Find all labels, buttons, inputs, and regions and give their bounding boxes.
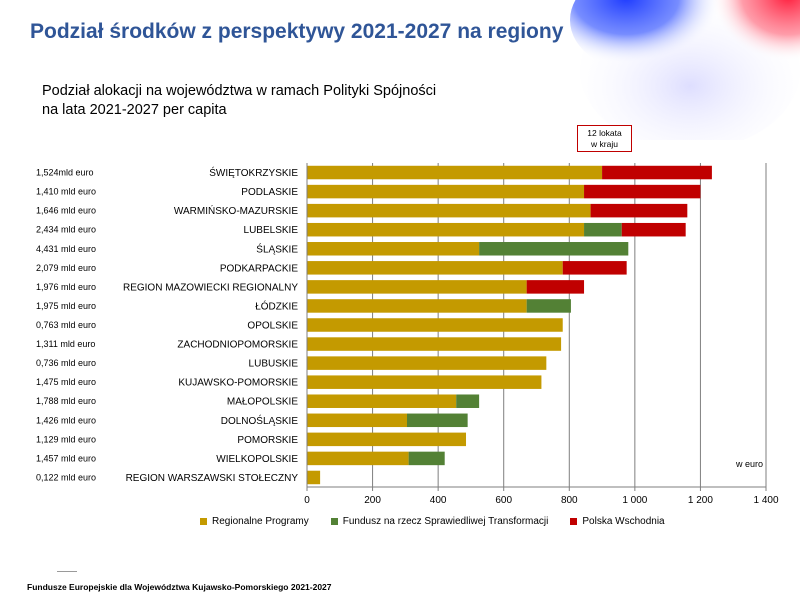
x-tick-label: 200 [364, 495, 381, 506]
bar-segment [307, 375, 542, 389]
footer-text: Fundusze Europejskie dla Województwa Kuj… [27, 582, 332, 592]
category-label: ZACHODNIOPOMORSKIE [177, 340, 298, 351]
bar-segment [307, 470, 321, 485]
category-label: ŚWIĘTOKRZYSKIE [209, 166, 298, 179]
x-axis-unit-label: w euro [736, 459, 764, 469]
total-label: 1,457 mld euro [36, 453, 96, 463]
rank-callout: 12 lokata w kraju [577, 125, 632, 152]
category-label: WIELKOPOLSKIE [216, 454, 298, 465]
bar-segment [584, 184, 701, 199]
total-label: 1,976 mld euro [36, 282, 96, 292]
bar-segment [307, 299, 527, 313]
total-label: 1,524mld euro [36, 168, 94, 178]
subtitle-line-1: Podział alokacji na województwa w ramach… [42, 83, 437, 99]
total-label: 0,122 mld euro [36, 472, 96, 482]
x-tick-label: 0 [304, 495, 310, 506]
bar-segment [307, 242, 480, 256]
legend-item-regionalne: Regionalne Programy [200, 516, 309, 527]
bar-segment [307, 451, 409, 466]
category-label: LUBELSKIE [244, 225, 299, 236]
bar-segment [406, 413, 468, 428]
bar-segment [526, 280, 585, 294]
bar-segment [526, 299, 571, 313]
x-tick-label: 600 [495, 495, 512, 506]
bar-segment [307, 222, 585, 237]
category-label: POMORSKIE [237, 435, 298, 446]
bar-segment [307, 356, 547, 370]
total-label: 2,434 mld euro [36, 225, 96, 235]
category-label: ŚLĄSKIE [256, 242, 298, 255]
legend-swatch-fundusz [330, 518, 338, 525]
bar-segment [307, 394, 457, 408]
bar-segment [602, 165, 712, 180]
total-label: 1,475 mld euro [36, 377, 96, 387]
bar-segment [584, 222, 622, 237]
category-label: ŁÓDZKIE [255, 299, 298, 312]
total-label: 1,410 mld euro [36, 187, 96, 197]
total-label: 1,788 mld euro [36, 396, 96, 406]
category-label: WARMIŃSKO-MAZURSKIE [174, 204, 298, 217]
bar-segment [307, 280, 527, 294]
bar-segment [307, 203, 591, 218]
total-label: 2,079 mld euro [36, 263, 96, 273]
x-tick-label: 400 [430, 495, 447, 506]
total-label: 1,129 mld euro [36, 434, 96, 444]
bar-segment [307, 165, 603, 180]
bar-segment [307, 318, 563, 332]
category-label: PODLASKIE [241, 187, 298, 198]
category-label: REGION MAZOWIECKI REGIONALNY [123, 282, 298, 293]
category-label: REGION WARSZAWSKI STOŁECZNY [126, 473, 299, 484]
bar-segment [307, 184, 585, 199]
category-label: LUBUSKIE [249, 359, 299, 370]
chart-legend: Regionalne Programy Fundusz na rzecz Spr… [200, 516, 687, 527]
category-label: DOLNOŚLĄSKIE [221, 414, 299, 427]
total-label: 1,426 mld euro [36, 415, 96, 425]
chart-subtitle: Podział alokacji na województwa w ramach… [42, 82, 436, 120]
x-tick-label: 1 000 [622, 495, 647, 506]
bar-segment [408, 451, 445, 466]
legend-label-wschodnia: Polska Wschodnia [582, 516, 665, 527]
page-title: Podział środków z perspektywy 2021-2027 … [30, 20, 564, 43]
bar-segment [621, 222, 686, 237]
category-label: PODKARPACKIE [220, 263, 298, 274]
x-tick-label: 800 [561, 495, 578, 506]
legend-item-fundusz: Fundusz na rzecz Sprawiedliwej Transform… [330, 516, 549, 527]
total-label: 0,763 mld euro [36, 320, 96, 330]
callout-line-1: 12 lokata [587, 128, 622, 138]
bar-segment [456, 394, 480, 408]
subtitle-line-2: na lata 2021-2027 per capita [42, 102, 227, 118]
bar-segment [307, 337, 562, 351]
total-label: 0,736 mld euro [36, 358, 96, 368]
legend-label-fundusz: Fundusz na rzecz Sprawiedliwej Transform… [342, 516, 549, 527]
bar-segment [562, 261, 627, 275]
footer-divider [57, 571, 77, 572]
bar-segment [479, 242, 629, 256]
legend-label-regionalne: Regionalne Programy [212, 516, 309, 527]
x-tick-label: 1 400 [753, 495, 778, 506]
category-label: KUJAWSKO-POMORSKIE [178, 378, 298, 389]
total-label: 1,975 mld euro [36, 301, 96, 311]
bar-segment [307, 413, 407, 428]
legend-swatch-regionalne [200, 518, 207, 525]
legend-item-wschodnia: Polska Wschodnia [570, 516, 665, 527]
category-label: OPOLSKIE [247, 321, 298, 332]
bar-segment [307, 261, 563, 275]
legend-swatch-wschodnia [570, 518, 578, 525]
category-label: MAŁOPOLSKIE [227, 397, 298, 408]
bar-segment [590, 203, 688, 218]
decorative-flag-graphic [570, 0, 800, 140]
total-label: 1,646 mld euro [36, 206, 96, 216]
total-label: 4,431 mld euro [36, 244, 96, 254]
bar-segment [307, 432, 467, 447]
total-label: 1,311 mld euro [36, 339, 95, 349]
callout-line-2: w kraju [591, 139, 618, 149]
x-tick-label: 1 200 [688, 495, 713, 506]
